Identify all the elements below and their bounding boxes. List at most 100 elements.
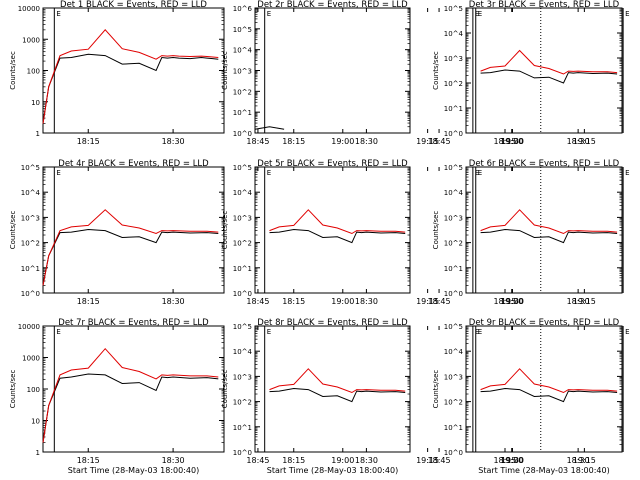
x-tick-label: 18:15: [77, 456, 100, 465]
y-tick-label: 10^5: [233, 26, 252, 34]
series-events-line: [480, 69, 618, 84]
x-tick-label: 18:15: [77, 137, 100, 146]
x-tick-label: 18:30: [162, 297, 185, 306]
y-tick-label: 10^0: [444, 449, 463, 457]
x-tick-label: 19:30: [501, 297, 524, 306]
y-tick-label: 10^3: [444, 55, 463, 63]
y-tick-label: 100: [27, 386, 40, 394]
plot-frame: [465, 7, 623, 134]
x-tick-label: 18:15: [282, 137, 305, 146]
y-tick-label: 10^5: [233, 323, 252, 331]
plot-frame: [254, 166, 411, 294]
x-tick-label: 19:15: [573, 137, 596, 146]
y-tick-label: 10^3: [21, 214, 40, 222]
plot-frame: [254, 325, 411, 453]
x-tick-label: 18:30: [355, 456, 378, 465]
series-lld-line: [480, 368, 618, 394]
y-axis-label: Counts/sec: [432, 370, 440, 409]
series-events-line: [42, 228, 219, 286]
x-tick-label: 18:30: [162, 137, 185, 146]
y-tick-label: 10^0: [233, 130, 252, 138]
x-tick-label: 18:15: [282, 297, 305, 306]
x-tick-label: 18:45: [246, 297, 269, 306]
y-tick-label: 10000: [18, 5, 40, 13]
x-tick-label: 18:30: [567, 456, 590, 465]
marker-label: E: [625, 10, 629, 18]
panel-title: Det 7r BLACK = Events, RED = LLD: [58, 318, 209, 328]
y-tick-label: 10^4: [233, 189, 253, 197]
series-lld-line: [480, 209, 618, 235]
x-tick-label: 19:00: [500, 137, 523, 146]
y-tick-label: 10^1: [444, 105, 463, 113]
panel-title: Det 9r BLACK = Events, RED = LLD: [469, 318, 620, 328]
y-tick-label: 10^4: [233, 348, 253, 356]
y-axis-label: Counts/sec: [432, 211, 440, 250]
series-events-line: [480, 387, 618, 403]
y-tick-label: 10^5: [233, 164, 252, 172]
y-tick-label: 10^0: [233, 290, 252, 298]
x-tick-label: 19:15: [573, 297, 596, 306]
x-tick-label: 19:15: [416, 297, 439, 306]
plot-frame: [42, 325, 225, 453]
y-tick-label: 10^3: [444, 373, 463, 381]
y-tick-label: 10: [31, 418, 40, 426]
x-axis-label: Start Time (28-May-03 18:00:40): [68, 466, 199, 475]
y-tick-label: 10: [31, 99, 40, 107]
panel-title: Det 6r BLACK = Events, RED = LLD: [469, 159, 620, 169]
marker-label: E: [475, 10, 479, 18]
marker-label: E: [56, 328, 60, 336]
y-tick-label: 10^2: [444, 399, 463, 407]
series-lld-line: [480, 49, 618, 75]
x-tick-label: 19:15: [573, 456, 596, 465]
y-tick-label: 10^1: [444, 265, 463, 273]
y-axis-label: Counts/sec: [9, 211, 17, 250]
marker-label: E: [267, 10, 271, 18]
y-tick-label: 10^1: [233, 424, 252, 432]
y-axis-label: Counts/sec: [9, 370, 17, 409]
y-axis-label: Counts/sec: [221, 370, 229, 409]
x-tick-label: 19:00: [500, 297, 523, 306]
panel-title: Det 4r BLACK = Events, RED = LLD: [58, 159, 209, 169]
y-axis-label: Counts/sec: [432, 51, 440, 90]
x-axis-label: Start Time (28-May-03 18:00:40): [267, 466, 398, 475]
panel-det-2: 18:15 18:30 18:45 19:00 19:15 19:30 10^0 10^1 10…: [221, 0, 630, 146]
y-tick-label: 1: [36, 449, 40, 457]
y-tick-label: 10^1: [21, 265, 40, 273]
x-tick-label: 19:30: [501, 456, 524, 465]
x-tick-label: 18:15: [493, 297, 516, 306]
marker-label: E: [475, 328, 479, 336]
y-tick-label: 10^2: [21, 240, 40, 248]
y-tick-label: 1000: [22, 36, 40, 44]
x-tick-label: 19:15: [416, 137, 439, 146]
panel-det-4: 18:15 18:30 18:45 19:00 19:15 19:30 10^0 10^1 10…: [9, 159, 542, 306]
x-tick-label: 19:30: [501, 137, 524, 146]
marker-label: E: [478, 328, 482, 336]
plot-frame: [465, 325, 623, 453]
x-tick-label: 18:30: [355, 297, 378, 306]
panel-title: Det 3r BLACK = Events, RED = LLD: [469, 0, 620, 10]
y-tick-label: 10^3: [444, 214, 463, 222]
plot-frame: [254, 7, 411, 134]
x-tick-label: 18:45: [428, 456, 451, 465]
panel-title: Det 2r BLACK = Events, RED = LLD: [257, 0, 408, 10]
x-axis-label: Start Time (28-May-03 18:00:40): [478, 466, 609, 475]
y-tick-label: 10^5: [444, 164, 463, 172]
series-events-line: [254, 126, 285, 130]
marker-label: E: [478, 10, 482, 18]
marker-label: E: [478, 169, 482, 177]
marker-label: E: [625, 169, 629, 177]
x-tick-label: 18:45: [428, 137, 451, 146]
x-tick-label: 19:15: [416, 456, 439, 465]
panel-title: Det 1 BLACK = Events, RED = LLD: [60, 0, 207, 10]
panel-det-9: 18:1518:3018:4519:0019:1519:3010^010^110…: [432, 318, 640, 475]
y-tick-label: 10^0: [444, 130, 463, 138]
y-tick-label: 1000: [22, 355, 40, 363]
y-tick-label: 10^5: [444, 5, 463, 13]
y-tick-label: 10^1: [444, 424, 463, 432]
x-tick-label: 19:00: [331, 137, 354, 146]
marker-label: E: [475, 169, 479, 177]
y-axis-label: Counts/sec: [9, 51, 17, 90]
y-tick-label: 10^3: [233, 68, 252, 76]
x-tick-label: 18:30: [567, 297, 590, 306]
series-lld-line: [42, 347, 219, 443]
